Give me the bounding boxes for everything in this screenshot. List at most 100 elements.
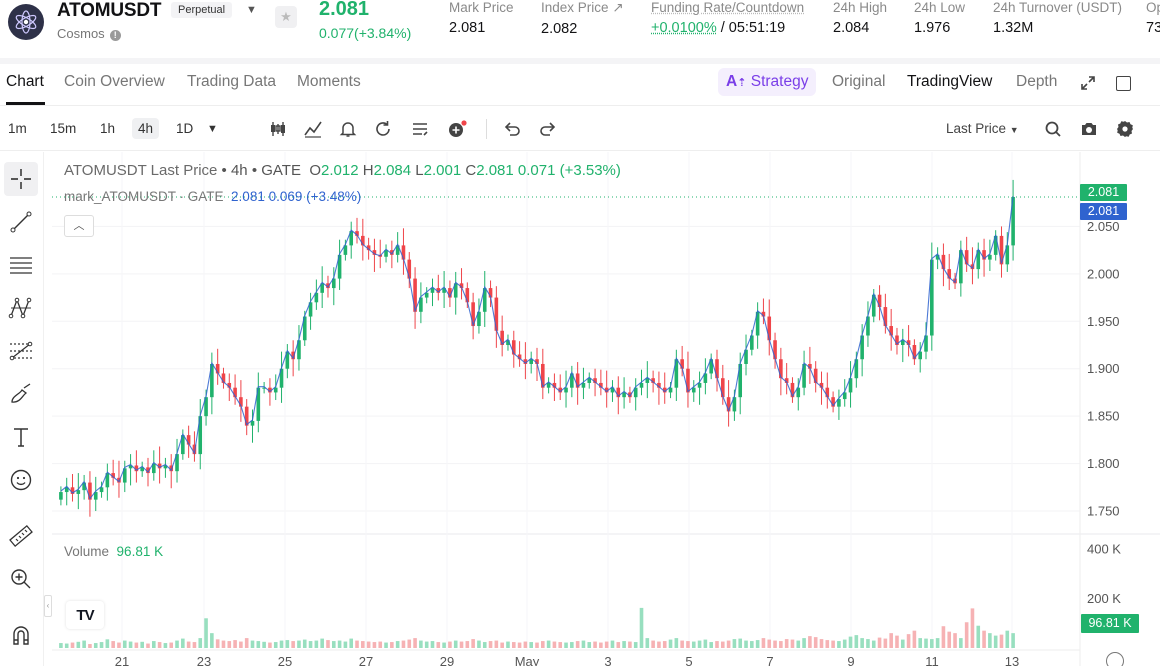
interval-1m[interactable]: 1m <box>8 121 27 136</box>
candle <box>384 250 388 257</box>
external-link-icon[interactable]: ↗ <box>612 0 624 15</box>
candle <box>355 231 359 236</box>
candle <box>343 245 348 255</box>
interval-1d[interactable]: 1D <box>176 121 194 136</box>
price-change: 0.077(+3.84%) <box>319 25 412 41</box>
tab-chart[interactable]: Chart <box>6 73 44 90</box>
candle-type-icon[interactable] <box>268 119 288 139</box>
horizontal-lines-tool-icon[interactable] <box>4 248 38 282</box>
volume-bar <box>779 641 783 648</box>
tab-coin-overview[interactable]: Coin Overview <box>64 73 165 90</box>
crosshair-tool-icon[interactable] <box>4 162 38 196</box>
candle <box>651 378 655 383</box>
volume-bar <box>291 641 295 648</box>
candle <box>988 254 992 260</box>
indicators-icon[interactable] <box>303 119 323 139</box>
x-tick-label: 23 <box>197 654 211 666</box>
collapse-toolbar-button[interactable]: ‹ <box>44 595 52 617</box>
volume-bar <box>128 641 133 648</box>
templates-icon[interactable] <box>410 119 430 139</box>
text-tool-icon[interactable] <box>4 420 38 454</box>
volume-bar <box>738 638 743 648</box>
volume-bar <box>494 640 499 648</box>
symbol-dropdown-caret-icon[interactable]: ▼ <box>246 4 257 16</box>
volume-bar <box>366 641 371 648</box>
x-tick-label: 3 <box>604 654 611 666</box>
price-chart[interactable]: 2.050 2.000 1.950 1.900 1.850 1.800 1.750 400 K… <box>52 152 1160 666</box>
volume-bar <box>842 639 847 648</box>
popout-window-icon[interactable] <box>1116 76 1131 91</box>
volume-bar <box>93 643 98 648</box>
candle <box>366 245 371 251</box>
price-type-select[interactable]: Last Price ▼ <box>946 121 1019 136</box>
volume-bar <box>918 638 922 648</box>
collapse-legend-chevron-up-icon[interactable]: ︿ <box>64 215 94 237</box>
candle <box>767 316 772 341</box>
candle <box>866 316 870 336</box>
camera-snapshot-icon[interactable] <box>1079 119 1099 139</box>
interval-4h[interactable]: 4h <box>132 118 160 139</box>
candle <box>157 463 162 469</box>
view-tradingview[interactable]: TradingView <box>907 73 993 90</box>
cosmos-logo-icon <box>8 4 44 40</box>
last-price: 2.081 <box>319 0 370 20</box>
tab-moments[interactable]: Moments <box>297 73 361 90</box>
candle <box>146 467 150 474</box>
volume-bar <box>343 641 348 648</box>
volume-bar <box>140 641 144 648</box>
candle <box>494 297 499 331</box>
candle <box>210 363 214 398</box>
candle <box>465 288 470 303</box>
ruler-measure-icon[interactable] <box>4 519 38 553</box>
candle <box>111 473 115 478</box>
volume-bar <box>424 641 429 648</box>
volume-bar <box>726 640 731 648</box>
strategy-button[interactable]: A⇡ Strategy <box>718 68 817 96</box>
more-intervals-caret-icon[interactable]: ▼ <box>207 123 218 135</box>
fib-tool-icon[interactable] <box>4 334 38 368</box>
stat-index-price[interactable]: Index Price ↗ 2.082 <box>541 0 624 37</box>
candle <box>227 382 232 388</box>
candle <box>233 387 237 398</box>
volume-bar <box>279 640 284 648</box>
ai-strategy-icon: A⇡ <box>726 73 747 90</box>
volume-bar <box>117 642 121 648</box>
zoom-in-icon[interactable] <box>4 562 38 596</box>
trend-line-tool-icon[interactable] <box>4 205 38 239</box>
brush-tool-icon[interactable] <box>4 377 38 411</box>
replay-icon[interactable] <box>373 119 393 139</box>
tab-trading-data[interactable]: Trading Data <box>187 73 277 90</box>
symbol-name[interactable]: ATOMUSDT <box>57 0 162 21</box>
interval-15m[interactable]: 15m <box>50 121 77 136</box>
volume-bar <box>395 641 400 648</box>
emoji-tool-icon[interactable] <box>4 463 38 497</box>
settings-gear-icon[interactable] <box>1115 119 1135 139</box>
pattern-tool-icon[interactable] <box>4 291 38 325</box>
magnet-icon[interactable] <box>4 618 38 652</box>
alert-icon[interactable] <box>338 119 358 139</box>
info-icon[interactable]: ! <box>109 30 121 41</box>
candle <box>181 435 185 455</box>
fullscreen-expand-icon[interactable] <box>1080 75 1096 91</box>
volume-bar <box>506 641 510 648</box>
view-original[interactable]: Original <box>832 73 886 90</box>
favorite-star-icon[interactable]: ★ <box>275 6 297 28</box>
volume-bar <box>378 641 383 648</box>
tradingview-logo-icon[interactable]: TV <box>66 601 104 629</box>
interval-1h[interactable]: 1h <box>100 121 116 136</box>
redo-icon[interactable] <box>538 119 558 139</box>
volume-bar <box>1011 633 1015 648</box>
candle <box>535 359 539 364</box>
volume-bar <box>668 639 673 648</box>
volume-bar <box>639 607 644 648</box>
volume-bar <box>419 640 423 648</box>
candle <box>935 254 940 260</box>
volume-bar <box>314 640 319 648</box>
undo-icon[interactable] <box>502 119 522 139</box>
search-icon[interactable] <box>1043 119 1063 139</box>
axis-settings-icon[interactable] <box>1106 652 1124 666</box>
volume-bar <box>680 640 684 648</box>
add-compare-icon[interactable] <box>447 119 467 139</box>
candle <box>64 487 69 493</box>
view-depth[interactable]: Depth <box>1016 73 1058 90</box>
